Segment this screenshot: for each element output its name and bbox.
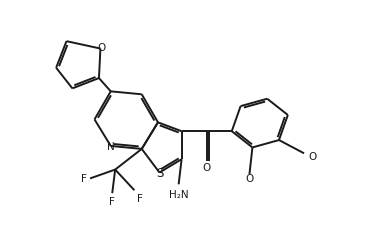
Text: F: F — [137, 194, 143, 203]
Text: O: O — [97, 43, 105, 53]
Text: F: F — [109, 196, 115, 206]
Text: O: O — [203, 162, 211, 172]
Text: S: S — [156, 166, 164, 179]
Text: F: F — [81, 174, 87, 184]
Text: H₂N: H₂N — [169, 189, 188, 199]
Text: N: N — [107, 141, 115, 151]
Text: O: O — [308, 151, 317, 161]
Text: O: O — [245, 174, 254, 184]
